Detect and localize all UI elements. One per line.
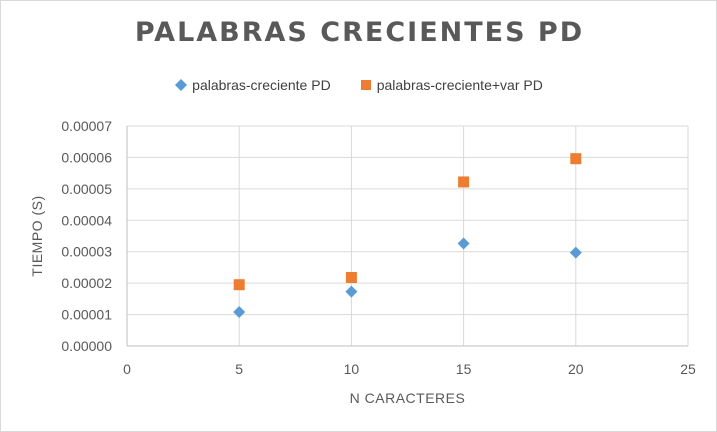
- legend-label-series-2: palabras-creciente+var PD: [376, 77, 543, 93]
- x-tick-label: 10: [344, 361, 360, 377]
- y-tick-label: 0.00002: [61, 275, 112, 291]
- legend-label-series-1: palabras-creciente PD: [192, 77, 331, 93]
- data-point-series-2: [570, 153, 582, 165]
- x-axis-title: N CARACTERES: [350, 390, 466, 406]
- x-tick-label: 20: [568, 361, 584, 377]
- data-point-series-1: [233, 306, 246, 319]
- y-tick-label: 0.00001: [61, 307, 112, 323]
- chart-legend: palabras-creciente PD palabras-creciente…: [1, 77, 717, 93]
- data-point-series-1: [345, 285, 358, 298]
- legend-item-series-2: palabras-creciente+var PD: [360, 77, 543, 93]
- y-tick-label: 0.00004: [61, 212, 112, 228]
- y-axis-title: TIEMPO (S): [29, 195, 45, 276]
- y-tick-label: 0.00000: [61, 338, 112, 354]
- y-tick-label: 0.00007: [61, 118, 112, 134]
- data-point-series-2: [345, 271, 357, 283]
- x-tick-label: 0: [123, 361, 131, 377]
- legend-square-marker: [360, 80, 371, 90]
- data-point-series-2: [233, 279, 245, 291]
- data-point-series-1: [457, 237, 470, 250]
- chart-title: PALABRAS CRECIENTES PD: [134, 17, 585, 48]
- x-tick-label: 15: [456, 361, 472, 377]
- data-point-series-1: [569, 246, 582, 259]
- data-point-series-2: [458, 176, 470, 188]
- y-tick-label: 0.00003: [61, 244, 112, 260]
- y-tick-label: 0.00006: [61, 149, 112, 165]
- x-tick-label: 5: [235, 361, 243, 377]
- x-tick-label: 25: [680, 361, 696, 377]
- legend-item-series-1: palabras-creciente PD: [175, 77, 331, 93]
- y-tick-label: 0.00005: [61, 181, 112, 197]
